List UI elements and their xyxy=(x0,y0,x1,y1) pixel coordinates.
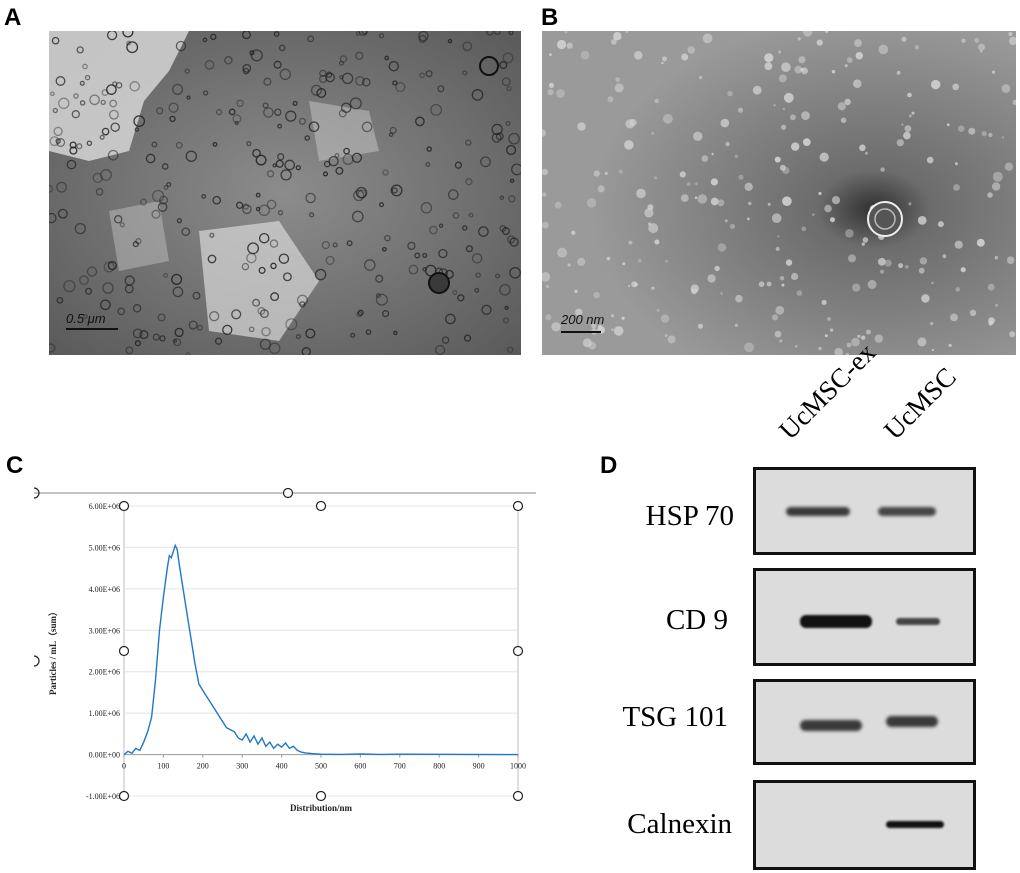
y-tick-label: 5.00E+06 xyxy=(89,543,120,552)
selection-handle xyxy=(282,487,294,499)
x-tick-label: 900 xyxy=(473,762,485,771)
selection-handle xyxy=(512,790,524,802)
wb-blot-cd9 xyxy=(753,568,976,666)
lane-label-ucmsc: UcMSC xyxy=(878,361,962,446)
wb-row-label-tsg101: TSG 101 xyxy=(622,701,728,733)
band-hsp70-lane2 xyxy=(878,507,936,516)
x-tick-label: 400 xyxy=(276,762,288,771)
tem-image-b xyxy=(542,31,1016,355)
y-tick-label: 2.00E+06 xyxy=(89,668,120,677)
scale-bar-b xyxy=(561,331,601,333)
selection-handle xyxy=(118,790,130,802)
y-axis-title: Particles / mL（sum） xyxy=(48,607,58,695)
tem-image-b-texture xyxy=(542,31,1016,355)
selection-handle-partial xyxy=(33,655,40,667)
scale-bar-a xyxy=(66,328,118,330)
x-tick-label: 700 xyxy=(394,762,406,771)
wb-row-label-hsp70: HSP 70 xyxy=(645,500,734,532)
wb-blot-hsp70 xyxy=(753,467,976,555)
wb-row-label-cd9: CD 9 xyxy=(665,604,728,636)
scale-label-a: 0.5 μm xyxy=(66,311,106,326)
plot-frame xyxy=(123,505,519,797)
panel-letter-d: D xyxy=(600,452,618,479)
scale-label-b: 200 nm xyxy=(561,312,605,327)
band-tsg101-lane1 xyxy=(800,720,862,731)
tem-image-a-texture xyxy=(49,31,521,355)
y-tick-label: 6.00E+06 xyxy=(89,502,120,511)
selection-handle-partial xyxy=(33,487,40,499)
band-cd9-lane2 xyxy=(896,618,940,625)
x-axis-title: Distribution/nm xyxy=(290,803,353,813)
y-tick-label: 0.00E+00 xyxy=(89,751,120,760)
selection-handle xyxy=(315,790,327,802)
x-tick-label: 200 xyxy=(197,762,209,771)
panel-letter-c: C xyxy=(6,452,24,479)
y-tick-label: 3.00E+06 xyxy=(89,626,120,635)
y-tick-label: 4.00E+06 xyxy=(89,585,120,594)
selection-handle xyxy=(118,645,130,657)
nta-chart: 6.00E+06 5.00E+06 4.00E+06 3.00E+06 2.00E+06… xyxy=(33,487,536,813)
band-tsg101-lane2 xyxy=(886,716,938,727)
wb-blot-tsg101 xyxy=(753,679,976,765)
y-tick-label: 1.00E+06 xyxy=(89,709,120,718)
panel-letter-a: A xyxy=(4,4,22,31)
wb-row-label-calnexin: Calnexin xyxy=(627,808,732,840)
selection-handle xyxy=(315,500,327,512)
panel-letter-b: B xyxy=(541,4,559,31)
x-tick-label: 500 xyxy=(315,762,327,771)
selection-handle xyxy=(512,500,524,512)
x-tick-label: 0 xyxy=(122,762,126,771)
selection-handle xyxy=(118,500,130,512)
y-tick-label: -1.00E+06 xyxy=(86,792,120,801)
wb-blot-calnexin xyxy=(753,780,976,870)
tem-image-a xyxy=(49,31,521,355)
x-tick-label: 100 xyxy=(157,762,169,771)
x-tick-label: 600 xyxy=(354,762,366,771)
x-tick-label: 1000 xyxy=(510,762,526,771)
band-cd9-lane1 xyxy=(800,615,872,628)
band-hsp70-lane1 xyxy=(786,507,850,516)
x-tick-label: 800 xyxy=(433,762,445,771)
series-line xyxy=(123,543,519,756)
band-calnexin-lane2 xyxy=(886,821,944,828)
selection-handle xyxy=(512,645,524,657)
x-tick-label: 300 xyxy=(236,762,248,771)
